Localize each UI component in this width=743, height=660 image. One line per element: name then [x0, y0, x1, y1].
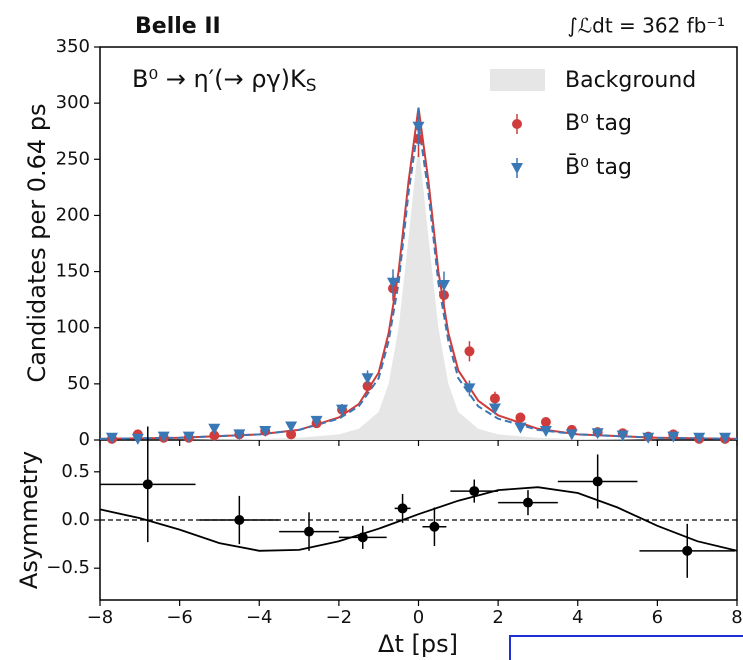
data-point: [514, 422, 527, 434]
x-tick-label: −2: [326, 607, 353, 628]
data-point: [522, 497, 533, 508]
x-tick-label: 6: [652, 607, 663, 628]
data-point: [259, 426, 272, 438]
data-point: [357, 532, 368, 543]
y-tick-label: 0.0: [61, 509, 90, 530]
data-point: [397, 503, 408, 514]
data-point: [234, 515, 245, 525]
y-tick-label: 350: [56, 36, 90, 57]
decay-text: B⁰ → η′(→ ργ)K: [132, 65, 307, 93]
data-point: [182, 431, 195, 443]
legend-label: B⁰ tag: [565, 111, 632, 136]
data-point: [437, 280, 450, 292]
data-point: [304, 526, 315, 537]
y-tick-label: 250: [56, 148, 90, 169]
x-axis-label: Δt [ps]: [378, 630, 458, 658]
data-point: [515, 412, 526, 423]
x-tick-label: 0: [413, 607, 424, 628]
legend-label: Background: [565, 68, 696, 93]
legend-label: B̄⁰ tag: [565, 154, 632, 180]
data-point: [693, 432, 706, 444]
data-point: [208, 423, 221, 435]
decay-label: B⁰ → η′(→ ργ)KS: [132, 65, 317, 96]
x-tick-label: −6: [166, 607, 193, 628]
data-point: [105, 432, 118, 444]
data-point: [209, 430, 220, 441]
data-point: [565, 429, 578, 441]
decay-subscript: S: [306, 76, 317, 96]
y-tick-label: −0.5: [46, 557, 90, 578]
data-point: [286, 429, 297, 440]
ui-artifact: [509, 635, 743, 660]
data-point: [719, 432, 732, 444]
data-point: [142, 479, 153, 490]
data-point: [336, 404, 349, 416]
data-point: [469, 486, 480, 497]
y-tick-label: 300: [56, 92, 90, 113]
data-point: [387, 277, 400, 289]
x-tick-label: 2: [492, 607, 503, 628]
y-tick-label: 100: [56, 317, 90, 338]
data-point: [540, 417, 551, 428]
x-tick-label: −8: [87, 607, 114, 628]
y-tick-label: 200: [56, 204, 90, 225]
data-point: [157, 431, 170, 443]
y-tick-label: 150: [56, 261, 90, 282]
data-point: [488, 403, 501, 415]
data-point: [642, 432, 655, 444]
x-tick-label: 4: [572, 607, 583, 628]
data-point: [361, 373, 374, 385]
data-point: [310, 415, 323, 427]
fit-curve: [99, 486, 738, 552]
experiment-label: Belle II: [135, 14, 221, 39]
data-point: [131, 433, 144, 445]
x-tick-label: −4: [246, 607, 273, 628]
luminosity-label: ∫ℒdt = 362 fb⁻¹: [567, 14, 725, 38]
y-tick-label: 50: [67, 373, 90, 394]
y-axis-label: Asymmetry: [15, 451, 43, 589]
legend-swatch: [490, 69, 545, 91]
data-point: [489, 393, 500, 404]
data-point: [591, 428, 604, 440]
data-point: [592, 476, 603, 487]
data-point: [464, 346, 475, 357]
background-area: [100, 142, 737, 440]
data-point: [429, 521, 440, 532]
data-point: [682, 545, 693, 556]
data-point: [463, 383, 476, 395]
y-axis-label: Candidates per 0.64 ps: [23, 103, 51, 382]
data-point: [285, 421, 298, 433]
data-point: [667, 431, 680, 443]
data-point: [539, 426, 552, 438]
y-tick-label: 0: [79, 429, 90, 450]
data-point: [616, 430, 629, 442]
data-point: [233, 429, 246, 441]
y-tick-label: 0.5: [61, 461, 90, 482]
data-point: [412, 121, 425, 133]
data-point: [511, 163, 523, 174]
data-point: [512, 119, 522, 129]
x-tick-label: 8: [731, 607, 742, 628]
